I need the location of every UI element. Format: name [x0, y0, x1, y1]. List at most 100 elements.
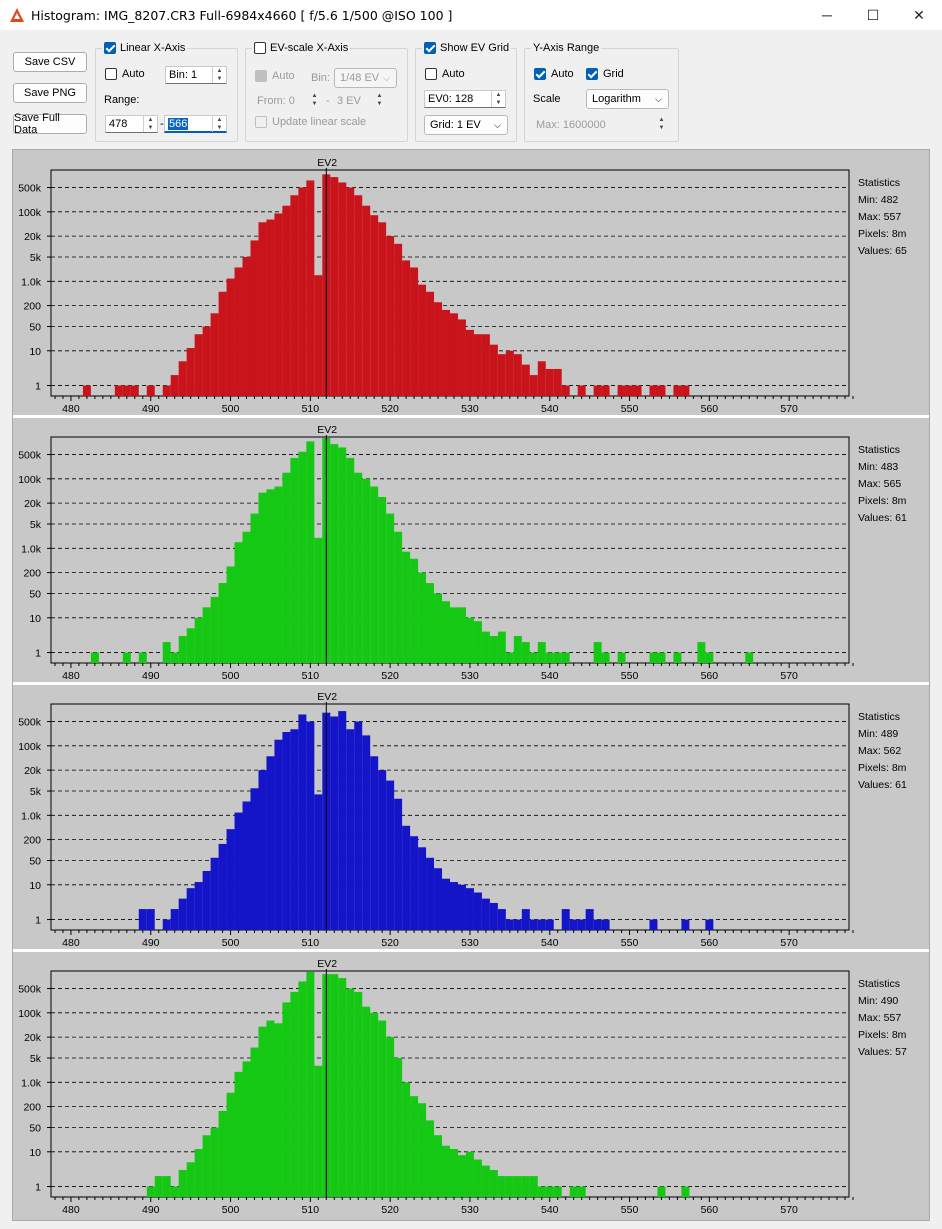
histogram-panel-green: 1 10 50 200 1.0k 5k 20k 100k 500k EV2 480 490 500 510… [13, 424, 929, 685]
spin-down-icon[interactable]: ▼ [495, 100, 502, 106]
linear-x-axis-toggle[interactable]: Linear X-Axis [102, 42, 188, 54]
histogram-bar [521, 364, 530, 396]
show-ev-grid-checkbox[interactable] [424, 42, 436, 54]
chevron-down-icon: ⌵ [383, 73, 390, 83]
histogram-bar [577, 1186, 586, 1197]
histogram-bar [362, 735, 371, 930]
linear-bin-stepper[interactable]: Bin: 1 ▲ ▼ [165, 66, 227, 84]
range-max-spin[interactable]: ▲ ▼ [212, 116, 226, 132]
histogram-bar [378, 770, 387, 930]
histogram-bar [242, 1061, 251, 1197]
histogram-bar [386, 236, 395, 396]
close-button[interactable]: ✕ [896, 0, 942, 30]
histogram-bar [434, 302, 443, 396]
y-tick-label: 50 [29, 856, 41, 868]
y-auto-option[interactable]: Auto [534, 68, 574, 80]
ev-from-value: From: 0 [257, 95, 295, 107]
histogram-bar [442, 601, 450, 663]
y-grid-option[interactable]: Grid [586, 68, 624, 80]
spin-up-icon[interactable]: ▲ [216, 68, 223, 74]
ev-auto-option: Auto [255, 70, 295, 82]
stats-max: Max: 557 [858, 1012, 901, 1024]
show-ev-grid-toggle[interactable]: Show EV Grid [422, 42, 512, 54]
y-tick-label: 20k [24, 1032, 42, 1044]
histogram-bar [513, 635, 522, 663]
histogram-bar [194, 334, 203, 396]
histogram-bar [657, 1186, 666, 1197]
histogram-bar [338, 447, 347, 663]
ev-from-stepper: From: 0 ▲ ▼ [254, 92, 321, 110]
linear-bin-spin[interactable]: ▲ ▼ [212, 67, 226, 83]
histogram-bar [513, 919, 522, 930]
histogram-bar [378, 496, 387, 663]
spin-up-icon[interactable]: ▲ [216, 117, 223, 123]
ev0-spin[interactable]: ▲ ▼ [491, 91, 505, 107]
stats-min: Min: 489 [858, 728, 898, 740]
y-tick-label: 500k [18, 183, 42, 195]
histogram-bar [585, 909, 594, 930]
y-grid-checkbox[interactable] [586, 68, 598, 80]
histogram-bar [178, 898, 187, 930]
spin-up-icon[interactable]: ▲ [147, 117, 154, 123]
range-min-spin[interactable]: ▲ ▼ [143, 116, 157, 132]
linear-auto-option[interactable]: Auto [105, 68, 145, 80]
ev-grid-select[interactable]: Grid: 1 EV ⌵ [424, 115, 508, 135]
spin-down-icon[interactable]: ▼ [216, 125, 223, 131]
histogram-bar [234, 812, 243, 930]
ev-scale-checkbox[interactable] [254, 42, 266, 54]
spin-up-icon[interactable]: ▲ [495, 92, 502, 98]
stats-max: Max: 565 [858, 478, 901, 490]
histogram-bar [314, 1065, 323, 1197]
save-png-button[interactable]: Save PNG [13, 83, 87, 103]
histogram-bar [521, 642, 530, 663]
evgrid-auto-option[interactable]: Auto [425, 68, 465, 80]
histogram-bar [274, 1023, 283, 1197]
stats-pixels: Pixels: 8m [858, 1029, 907, 1041]
evgrid-auto-checkbox[interactable] [425, 68, 437, 80]
x-tick-label: 490 [142, 670, 160, 682]
y-tick-label: 200 [23, 568, 41, 580]
maximize-icon: ☐ [866, 6, 880, 23]
histogram-bar [513, 354, 522, 396]
histogram-bar [561, 909, 570, 930]
x-tick-label: 560 [701, 670, 719, 682]
spin-down-icon[interactable]: ▼ [147, 125, 154, 131]
histogram-bar [242, 531, 251, 663]
histogram-bar [569, 1186, 578, 1197]
save-full-data-button[interactable]: Save Full Data [13, 112, 87, 136]
y-tick-label: 100k [18, 1008, 42, 1020]
y-tick-label: 10 [29, 346, 41, 358]
histogram-bar [497, 1176, 506, 1197]
show-ev-grid-label: Show EV Grid [440, 42, 510, 54]
range-max-stepper[interactable]: 566 ▲ ▼ [164, 115, 227, 133]
histogram-bar [649, 652, 658, 663]
close-icon: ✕ [913, 6, 925, 23]
y-tick-label: 200 [23, 835, 41, 847]
histogram-bar [266, 1020, 275, 1197]
range-min-stepper[interactable]: 478 ▲ ▼ [105, 115, 158, 133]
ev0-stepper[interactable]: EV0: 128 ▲ ▼ [424, 90, 506, 108]
histogram-bar [346, 988, 355, 1197]
spin-down-icon[interactable]: ▼ [216, 76, 223, 82]
minimize-button[interactable]: ─ [804, 0, 850, 30]
histogram-bar [210, 596, 219, 663]
x-tick-label: 530 [461, 403, 479, 415]
spin-up-icon: ▲ [376, 93, 383, 99]
linear-x-axis-checkbox[interactable] [104, 42, 116, 54]
ev-to-stepper: 3 EV ▲ ▼ [334, 92, 386, 110]
histogram-bar [489, 902, 498, 930]
stats-pixels: Pixels: 8m [858, 495, 907, 507]
linear-x-axis-group: Linear X-Axis Auto Bin: 1 ▲ ▼ Range: 478 … [95, 42, 238, 142]
histogram-panel-red: 1 10 50 200 1.0k 5k 20k 100k 500k EV2 480 490 500 510… [13, 157, 929, 418]
range-label: Range: [104, 94, 140, 106]
ev-scale-toggle[interactable]: EV-scale X-Axis [252, 42, 351, 54]
maximize-button[interactable]: ☐ [850, 0, 896, 30]
panel-separator [13, 682, 929, 685]
linear-auto-checkbox[interactable] [105, 68, 117, 80]
histogram-bar [226, 566, 235, 663]
scale-select[interactable]: Logarithm ⌵ [586, 89, 669, 109]
ev-bin-value: 1/48 EV [340, 72, 380, 84]
y-auto-checkbox[interactable] [534, 68, 546, 80]
x-tick-label: 480 [62, 670, 80, 682]
save-csv-button[interactable]: Save CSV [13, 52, 87, 72]
